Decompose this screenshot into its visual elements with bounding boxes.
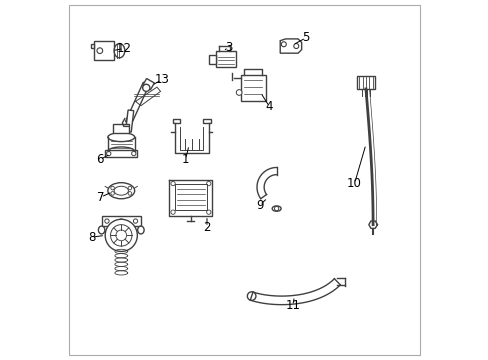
Text: 4: 4	[265, 100, 273, 113]
Text: 7: 7	[97, 191, 104, 204]
Text: 11: 11	[285, 299, 300, 312]
Circle shape	[97, 48, 102, 54]
Polygon shape	[94, 41, 114, 60]
Circle shape	[236, 90, 242, 95]
Circle shape	[131, 152, 136, 156]
Text: 9: 9	[256, 198, 263, 212]
Circle shape	[281, 42, 285, 47]
Ellipse shape	[138, 226, 144, 234]
Circle shape	[133, 219, 138, 223]
Bar	[356, 76, 374, 89]
Bar	[208, 55, 216, 64]
Polygon shape	[125, 82, 149, 124]
Circle shape	[142, 84, 149, 91]
Circle shape	[293, 44, 298, 49]
Circle shape	[206, 181, 210, 186]
Circle shape	[110, 225, 132, 246]
Text: 1: 1	[182, 153, 189, 166]
Ellipse shape	[108, 183, 134, 199]
Circle shape	[105, 219, 137, 251]
Text: 2: 2	[203, 221, 210, 234]
Ellipse shape	[108, 147, 134, 156]
Polygon shape	[203, 119, 210, 123]
Text: 8: 8	[88, 231, 95, 244]
Polygon shape	[173, 119, 180, 123]
Circle shape	[111, 186, 114, 190]
Bar	[105, 150, 137, 157]
Circle shape	[106, 152, 111, 156]
Circle shape	[171, 210, 175, 214]
Circle shape	[247, 292, 255, 300]
Text: 13: 13	[154, 73, 169, 86]
Ellipse shape	[114, 186, 128, 195]
Circle shape	[274, 206, 278, 211]
Ellipse shape	[108, 133, 134, 141]
Polygon shape	[91, 44, 94, 48]
Circle shape	[128, 192, 131, 195]
Text: 12: 12	[116, 42, 131, 55]
Text: 10: 10	[346, 177, 361, 190]
Circle shape	[116, 230, 126, 241]
Bar	[241, 75, 265, 102]
Text: 3: 3	[224, 41, 232, 54]
Circle shape	[119, 219, 123, 223]
Bar	[216, 51, 235, 67]
Ellipse shape	[272, 206, 281, 211]
Circle shape	[104, 219, 109, 223]
Circle shape	[111, 192, 114, 195]
Ellipse shape	[114, 44, 124, 58]
Polygon shape	[102, 216, 141, 226]
Ellipse shape	[98, 226, 104, 234]
Circle shape	[128, 186, 131, 190]
Bar	[113, 124, 129, 133]
Polygon shape	[280, 39, 301, 53]
Bar	[142, 78, 154, 90]
Circle shape	[171, 181, 175, 186]
Text: 6: 6	[96, 153, 103, 166]
Text: 5: 5	[302, 31, 309, 44]
Circle shape	[206, 210, 210, 214]
Polygon shape	[125, 110, 134, 132]
